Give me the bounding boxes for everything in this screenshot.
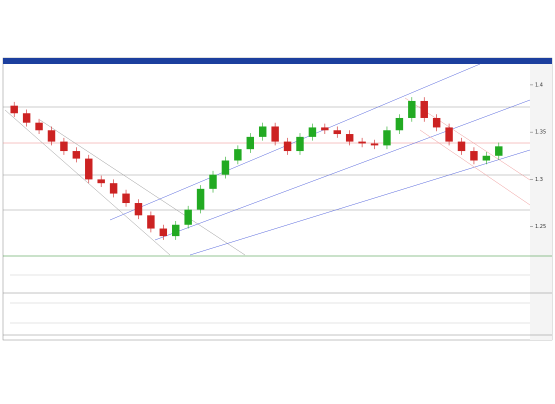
- candle-body: [196, 188, 205, 210]
- candle-body: [258, 126, 267, 137]
- candle-body: [159, 228, 168, 237]
- title-bar: [3, 58, 552, 64]
- price-axis: [530, 64, 552, 340]
- channel-line: [154, 99, 531, 241]
- candle-body: [172, 224, 180, 237]
- y-tick-label: 1.4: [535, 82, 543, 88]
- candle-body: [482, 155, 491, 161]
- candle-body: [383, 130, 391, 146]
- candle-body: [47, 130, 56, 142]
- candle-body: [147, 215, 155, 229]
- candle-body: [60, 141, 68, 152]
- candles: [10, 97, 503, 240]
- candle-body: [470, 151, 478, 161]
- candle-body: [395, 117, 404, 131]
- candle-body: [35, 122, 43, 131]
- candle-body: [370, 143, 379, 146]
- candle-body: [457, 141, 466, 152]
- channel-line: [4, 109, 171, 256]
- candle-body: [221, 160, 230, 175]
- candle-body: [432, 117, 441, 128]
- candle-body: [97, 179, 105, 184]
- window: [2, 57, 553, 341]
- candle-body: [85, 158, 93, 180]
- y-tick-label: 1.25: [535, 224, 546, 230]
- candle-body: [271, 126, 279, 142]
- candle-body: [408, 100, 416, 118]
- channel-line: [109, 63, 481, 221]
- candle-body: [420, 100, 428, 118]
- candle-body: [234, 149, 242, 161]
- y-tick-label: 1.3: [535, 177, 543, 183]
- candle-body: [333, 130, 341, 135]
- candle-body: [22, 113, 31, 123]
- candle-body: [109, 183, 118, 194]
- candle-body: [308, 127, 317, 137]
- channel-line: [189, 149, 531, 256]
- candle-body: [495, 146, 503, 156]
- candle-body: [246, 136, 255, 150]
- candle-body: [296, 136, 304, 152]
- channel-line: [39, 119, 246, 256]
- candle-body: [184, 209, 192, 225]
- candle-body: [10, 105, 18, 114]
- candle-body: [209, 174, 217, 189]
- candle-body: [134, 203, 143, 216]
- candle-body: [358, 141, 366, 144]
- candle-body: [321, 127, 329, 131]
- y-tick-label: 1.35: [535, 130, 546, 136]
- channel-line: [419, 129, 531, 206]
- candle-body: [445, 127, 453, 142]
- candle-body: [283, 141, 292, 152]
- candle-body: [345, 134, 354, 142]
- candle-body: [122, 193, 130, 204]
- candle-body: [72, 151, 81, 159]
